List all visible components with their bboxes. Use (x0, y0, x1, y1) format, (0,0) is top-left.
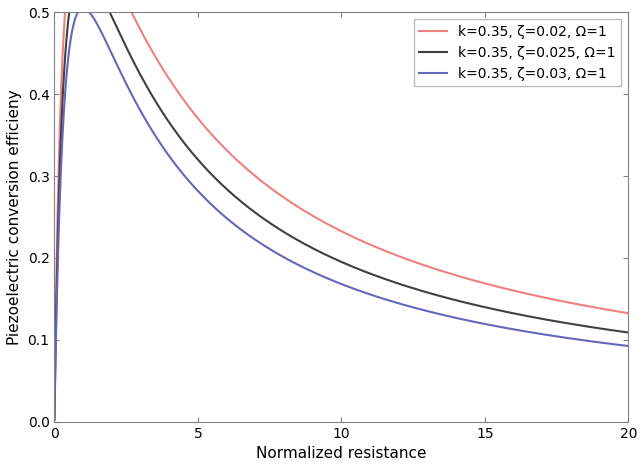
k=0.35, ζ=0.03, Ω=1 (155, 138, 163, 144)
Legend: k=0.35, ζ=0.02, Ω=1, k=0.35, ζ=0.025, Ω=1, k=0.35, ζ=0.03, Ω=1: k=0.35, ζ=0.02, Ω=1, k=0.35, ζ=0.025, Ω=… (414, 19, 621, 87)
k=0.35, ζ=0.025, Ω=1 (479, 304, 487, 309)
k=0.35, ζ=0.02, Ω=1 (522, 291, 530, 296)
k=0.35, ζ=0.03, Ω=1 (270, 249, 278, 254)
k=0.35, ζ=0.03, Ω=1 (50, 417, 58, 423)
k=0.35, ζ=0.025, Ω=1 (424, 290, 431, 295)
Line: k=0.35, ζ=0.025, Ω=1: k=0.35, ζ=0.025, Ω=1 (54, 0, 629, 420)
k=0.35, ζ=0.03, Ω=1 (522, 329, 530, 334)
k=0.35, ζ=0.025, Ω=1 (50, 417, 58, 423)
k=0.35, ζ=0.025, Ω=1 (522, 313, 530, 319)
k=0.35, ζ=0.02, Ω=1 (625, 310, 632, 316)
k=0.35, ζ=0.03, Ω=1 (479, 321, 487, 326)
Y-axis label: Piezoelectric conversion efficieny: Piezoelectric conversion efficieny (7, 89, 22, 345)
k=0.35, ζ=0.025, Ω=1 (395, 281, 402, 286)
k=0.35, ζ=0.025, Ω=1 (155, 104, 163, 110)
k=0.35, ζ=0.02, Ω=1 (424, 263, 431, 269)
k=0.35, ζ=0.03, Ω=1 (395, 300, 402, 306)
k=0.35, ζ=0.02, Ω=1 (479, 280, 487, 285)
k=0.35, ζ=0.03, Ω=1 (79, 6, 87, 11)
k=0.35, ζ=0.025, Ω=1 (625, 330, 632, 336)
k=0.35, ζ=0.025, Ω=1 (270, 223, 278, 228)
X-axis label: Normalized resistance: Normalized resistance (256, 446, 426, 461)
k=0.35, ζ=0.03, Ω=1 (424, 308, 431, 314)
k=0.35, ζ=0.02, Ω=1 (155, 59, 163, 65)
Line: k=0.35, ζ=0.03, Ω=1: k=0.35, ζ=0.03, Ω=1 (54, 8, 629, 420)
k=0.35, ζ=0.02, Ω=1 (395, 253, 402, 259)
k=0.35, ζ=0.03, Ω=1 (625, 343, 632, 349)
Line: k=0.35, ζ=0.02, Ω=1: k=0.35, ζ=0.02, Ω=1 (54, 0, 629, 419)
k=0.35, ζ=0.02, Ω=1 (270, 188, 278, 193)
k=0.35, ζ=0.02, Ω=1 (50, 417, 58, 422)
